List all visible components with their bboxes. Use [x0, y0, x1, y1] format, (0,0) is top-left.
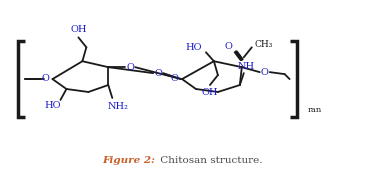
Text: ran: ran: [308, 106, 322, 114]
Text: Chitosan structure.: Chitosan structure.: [157, 156, 263, 165]
Text: NH: NH: [237, 62, 254, 71]
Text: HO: HO: [44, 101, 61, 110]
Text: O: O: [42, 74, 50, 83]
Text: O: O: [170, 74, 178, 83]
Text: Figure 2:: Figure 2:: [102, 156, 155, 165]
Text: CH₃: CH₃: [255, 40, 273, 49]
Text: OH: OH: [70, 25, 87, 34]
Text: O: O: [154, 69, 162, 78]
Text: HO: HO: [186, 43, 202, 52]
Text: OH: OH: [202, 88, 218, 98]
Text: O: O: [261, 68, 269, 77]
Text: NH₂: NH₂: [108, 102, 129, 111]
Text: O: O: [225, 42, 233, 51]
Text: O: O: [126, 63, 134, 72]
